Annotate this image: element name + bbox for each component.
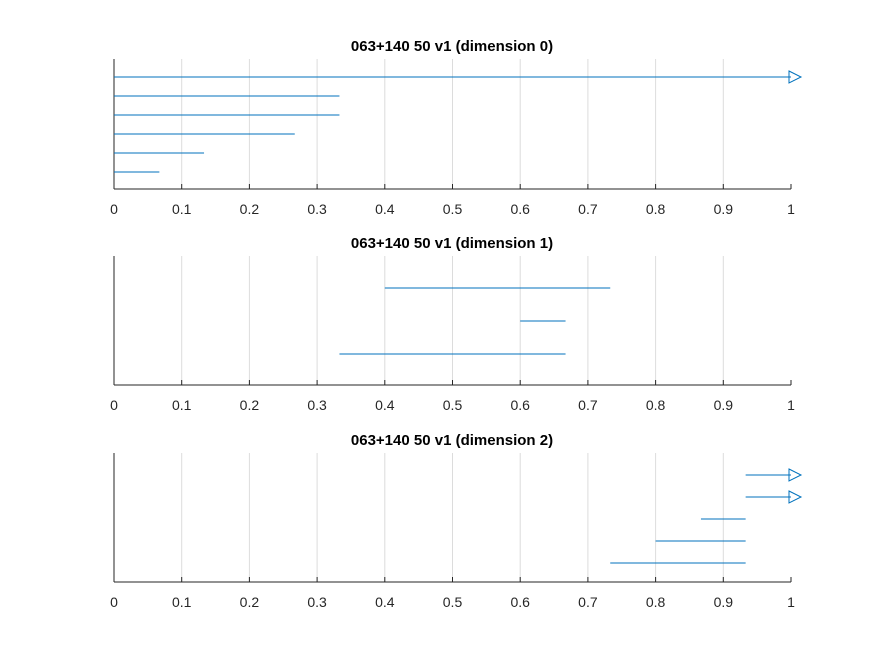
x-tick-label: 0.1 [172, 201, 192, 217]
x-tick-label: 0.7 [578, 201, 598, 217]
x-tick-label: 0.4 [375, 594, 395, 610]
x-tick-label: 1 [787, 594, 795, 610]
x-tick-label: 0 [110, 594, 118, 610]
x-tick-label: 0.3 [307, 594, 327, 610]
x-tick-label: 0.4 [375, 201, 395, 217]
x-tick-label: 0.2 [240, 397, 260, 413]
x-tick-label: 0.2 [240, 594, 260, 610]
x-tick-label: 0.9 [714, 201, 734, 217]
x-tick-label: 0 [110, 201, 118, 217]
x-tick-label: 0.4 [375, 397, 395, 413]
x-tick-label: 0.9 [714, 594, 734, 610]
chart-title: 063+140 50 v1 (dimension 2) [351, 432, 553, 449]
x-tick-label: 0.2 [240, 201, 260, 217]
x-tick-label: 0.8 [646, 594, 666, 610]
x-tick-label: 0.7 [578, 397, 598, 413]
x-tick-label: 0.1 [172, 594, 192, 610]
x-tick-label: 0.3 [307, 397, 327, 413]
x-tick-label: 0.7 [578, 594, 598, 610]
x-tick-label: 0.5 [443, 397, 463, 413]
x-tick-label: 0.6 [510, 594, 530, 610]
x-tick-label: 0.6 [510, 397, 530, 413]
chart-title: 063+140 50 v1 (dimension 1) [351, 235, 553, 252]
subplot-dimension-2: 063+140 50 v1 (dimension 2) 0 0.1 0.2 0.3 0.… [110, 432, 803, 610]
x-tick-label: 0.6 [510, 201, 530, 217]
x-tick-label: 1 [787, 397, 795, 413]
chart-title: 063+140 50 v1 (dimension 0) [351, 38, 553, 55]
x-tick-label: 0.5 [443, 594, 463, 610]
subplot-dimension-1: 063+140 50 v1 (dimension 1) 0 0.1 0.2 0.3 0.… [110, 235, 795, 413]
infinity-arrow-icon [788, 70, 803, 84]
x-tick-label: 1 [787, 201, 795, 217]
x-tick-label: 0.8 [646, 397, 666, 413]
infinity-arrow-icon [788, 468, 803, 482]
infinity-arrow-icon [788, 490, 803, 504]
subplot-dimension-0: 063+140 50 v1 (dimension 0) 0 0.1 0.2 0.3 0.… [110, 38, 803, 217]
x-tick-label: 0.9 [714, 397, 734, 413]
x-tick-label: 0.3 [307, 201, 327, 217]
x-tick-label: 0.1 [172, 397, 192, 413]
x-tick-label: 0 [110, 397, 118, 413]
x-tick-label: 0.5 [443, 201, 463, 217]
x-tick-label: 0.8 [646, 201, 666, 217]
